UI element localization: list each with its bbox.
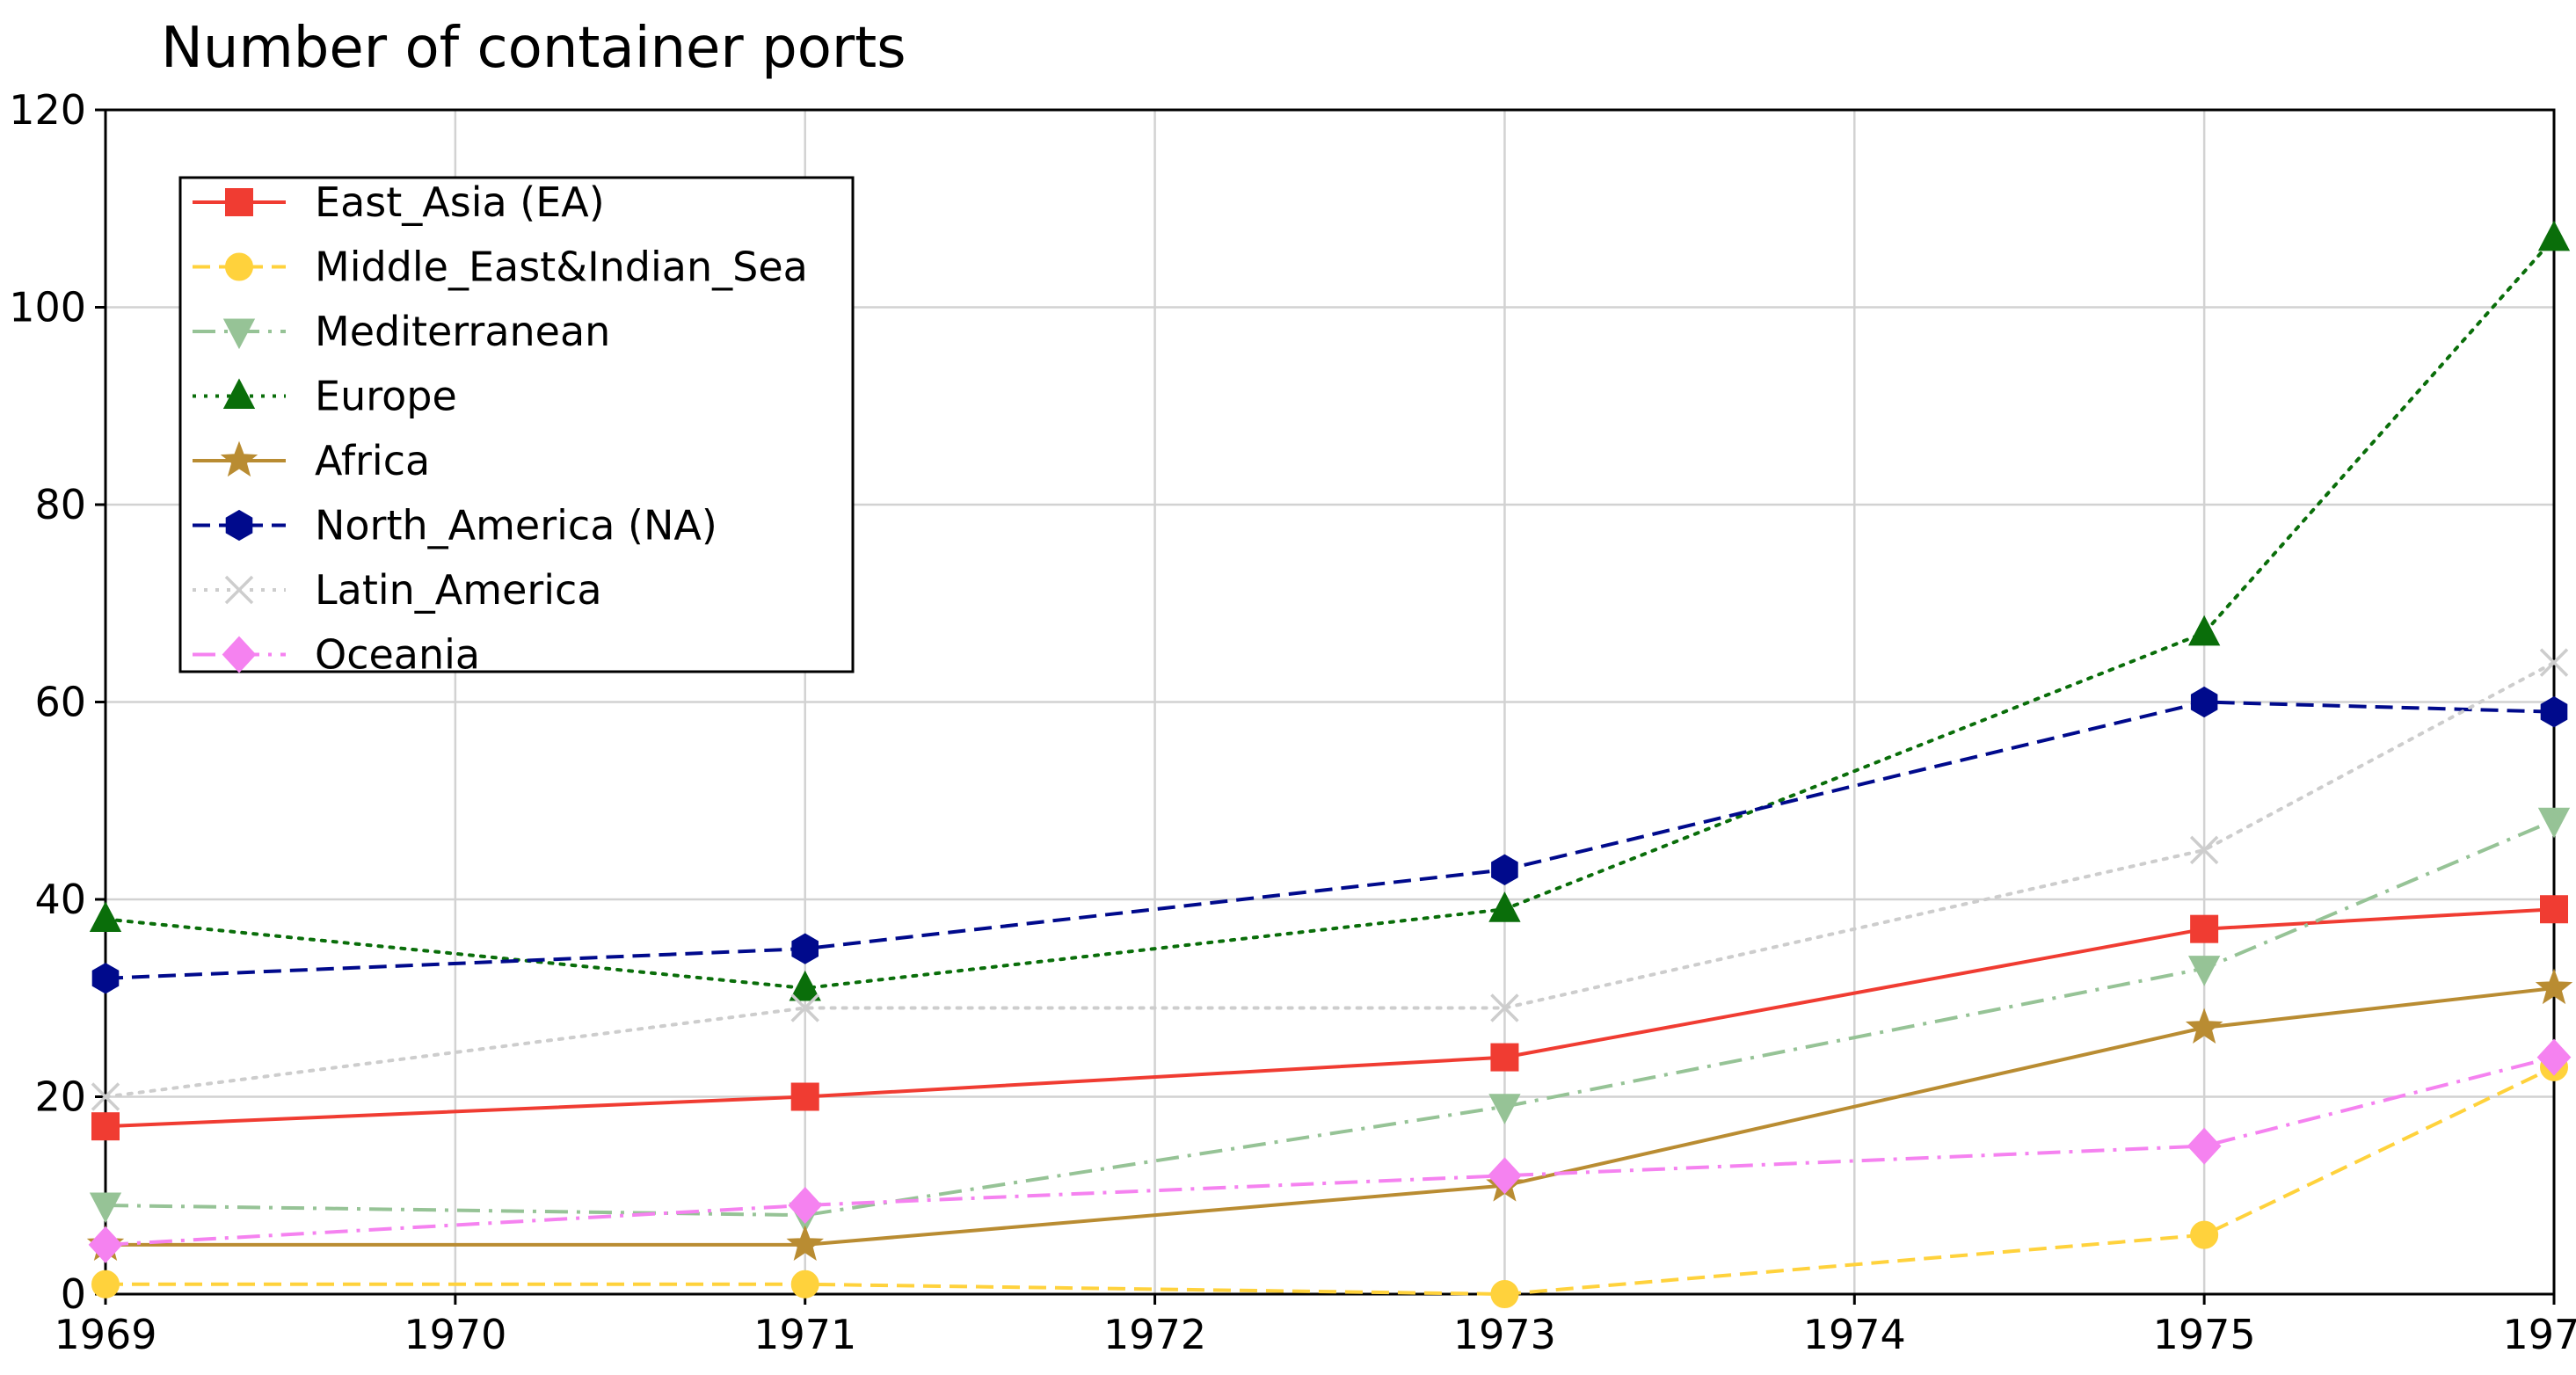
data-point bbox=[790, 1270, 819, 1299]
data-point bbox=[2540, 895, 2568, 924]
series-oceania bbox=[88, 1038, 2572, 1263]
series-line-africa bbox=[106, 986, 2555, 1247]
data-point bbox=[89, 1192, 122, 1224]
legend-label: Oceania bbox=[315, 631, 480, 679]
data-point bbox=[791, 933, 819, 964]
legend-entry: Middle_East&Indian_Sea bbox=[193, 244, 808, 291]
data-point bbox=[2539, 648, 2569, 677]
y-tick-label: 40 bbox=[34, 876, 86, 923]
data-point bbox=[786, 1225, 824, 1262]
legend-marker bbox=[222, 318, 256, 350]
data-point bbox=[2187, 1127, 2222, 1165]
data-point bbox=[2187, 956, 2221, 986]
legend-label: Africa bbox=[315, 437, 430, 484]
series-north-america-na bbox=[91, 686, 2568, 994]
data-point bbox=[1490, 1280, 1519, 1308]
data-point bbox=[2537, 807, 2571, 839]
series-east-asia-ea bbox=[91, 895, 2568, 1141]
data-point bbox=[790, 1082, 819, 1111]
series-line-mediterranean bbox=[105, 818, 2555, 1218]
series-line-middle-east-indian-sea bbox=[106, 1065, 2555, 1297]
x-tick-label: 1975 bbox=[2153, 1311, 2256, 1358]
legend-entry: North_America (NA) bbox=[193, 502, 717, 549]
data-point bbox=[91, 1270, 120, 1299]
legend-entry: Oceania bbox=[193, 631, 480, 679]
legend-marker bbox=[222, 378, 256, 409]
x-tick-label: 1972 bbox=[1103, 1311, 1206, 1358]
legend-entry: East_Asia (EA) bbox=[193, 178, 605, 226]
data-point bbox=[2536, 1038, 2572, 1076]
legend: East_Asia (EA) Middle_East&Indian_Sea Medi… bbox=[178, 176, 855, 679]
legend-label: Middle_East&Indian_Sea bbox=[315, 244, 808, 291]
data-point bbox=[2189, 835, 2219, 865]
legend-entry: Latin_America bbox=[193, 566, 602, 614]
series-layer bbox=[86, 220, 2573, 1308]
legend-label: East_Asia (EA) bbox=[315, 178, 605, 226]
series-mediterranean bbox=[89, 807, 2571, 1233]
y-tick-label: 100 bbox=[9, 284, 86, 331]
x-tick-label: 1970 bbox=[404, 1311, 506, 1358]
series-europe bbox=[89, 220, 2571, 1001]
legend-entry: Europe bbox=[193, 373, 457, 420]
y-tick-label: 80 bbox=[34, 481, 86, 528]
x-tick-label: 1974 bbox=[1803, 1311, 1906, 1358]
series-line-oceania bbox=[105, 1055, 2555, 1247]
legend-marker bbox=[225, 509, 253, 542]
data-point bbox=[1490, 993, 1519, 1022]
y-tick-label: 0 bbox=[61, 1270, 86, 1318]
legend-marker bbox=[225, 252, 253, 281]
data-point bbox=[2190, 1220, 2219, 1249]
data-point bbox=[1491, 854, 1518, 885]
y-tick-label: 120 bbox=[9, 86, 86, 134]
data-point bbox=[1488, 891, 1521, 922]
data-point bbox=[2190, 686, 2218, 718]
series-latin-america bbox=[91, 648, 2569, 1111]
legend-marker bbox=[224, 575, 254, 605]
data-point bbox=[1488, 1157, 1522, 1195]
x-tick-label: 1969 bbox=[54, 1311, 156, 1358]
y-tick-label: 20 bbox=[34, 1073, 86, 1121]
x-tick-label: 1976 bbox=[2502, 1311, 2576, 1358]
legend-box bbox=[178, 176, 855, 673]
legend-label: Mediterranean bbox=[315, 308, 610, 355]
data-point bbox=[91, 963, 120, 994]
legend-marker bbox=[225, 188, 253, 216]
legend-marker bbox=[220, 440, 258, 477]
data-point bbox=[91, 1082, 120, 1111]
legend-marker bbox=[222, 636, 257, 673]
data-point bbox=[2190, 914, 2219, 943]
data-point bbox=[2537, 220, 2571, 251]
chart-title: Number of container ports bbox=[161, 16, 906, 81]
series-africa bbox=[86, 968, 2573, 1262]
data-point bbox=[88, 1226, 123, 1263]
legend-label: North_America (NA) bbox=[315, 502, 717, 549]
data-point bbox=[790, 993, 819, 1022]
data-point bbox=[2187, 615, 2221, 646]
data-point bbox=[789, 970, 821, 1001]
y-tick-label: 60 bbox=[34, 679, 86, 726]
x-tick-label: 1971 bbox=[753, 1311, 856, 1358]
data-point bbox=[1490, 1043, 1519, 1072]
data-point bbox=[2540, 696, 2568, 728]
series-line-north-america-na bbox=[105, 700, 2555, 980]
legend-entry: Africa bbox=[193, 437, 430, 484]
data-point bbox=[91, 1112, 120, 1141]
series-middle-east-indian-sea bbox=[91, 1052, 2568, 1308]
axes: 1969 1970 1971 1972 1973 1974 1975 1976 0 20 40 60 8… bbox=[9, 86, 2576, 1358]
data-point bbox=[788, 1187, 823, 1224]
data-point bbox=[1488, 1094, 1521, 1124]
data-point bbox=[89, 901, 122, 932]
x-tick-label: 1973 bbox=[1453, 1311, 1556, 1358]
grid bbox=[104, 108, 2556, 1296]
legend-label: Latin_America bbox=[315, 566, 602, 614]
data-point bbox=[2535, 968, 2573, 1005]
legend-entry: Mediterranean bbox=[193, 308, 610, 355]
series-line-east-asia-ea bbox=[105, 907, 2555, 1129]
data-point bbox=[2185, 1008, 2223, 1044]
legend-label: Europe bbox=[315, 373, 457, 420]
